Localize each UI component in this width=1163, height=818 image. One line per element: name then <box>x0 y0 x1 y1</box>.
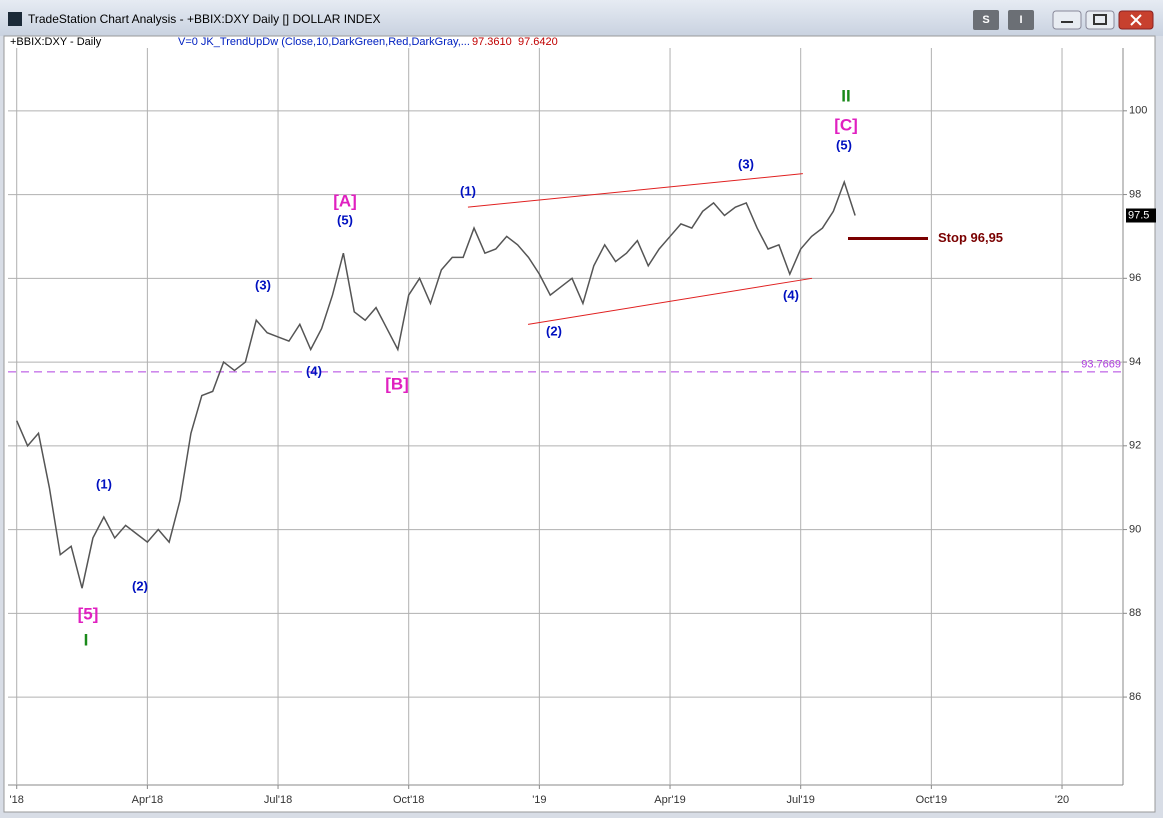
close-icon <box>1130 14 1142 26</box>
level-label: 93.7669 <box>1081 359 1121 371</box>
s-button-label[interactable]: S <box>982 14 989 26</box>
stop-label: Stop 96,95 <box>938 230 1003 245</box>
wave-label: (3) <box>738 156 754 171</box>
wave-label: (5) <box>836 137 852 152</box>
wave-label: I <box>84 630 89 649</box>
wave-label: (4) <box>783 287 799 302</box>
symbol-label: +BBIX:DXY - Daily <box>10 36 102 48</box>
wave-label: II <box>841 86 850 105</box>
last-price-box <box>1126 208 1156 223</box>
indicator-value: 97.6420 <box>518 36 558 48</box>
channel-line <box>467 173 803 208</box>
y-tick-label: 90 <box>1129 523 1141 535</box>
x-tick-label: Apr'19 <box>654 794 685 806</box>
wave-label: (2) <box>132 578 148 593</box>
wave-label: [B] <box>385 374 409 393</box>
x-tick-label: '20 <box>1055 794 1069 806</box>
wave-label: (1) <box>96 476 112 491</box>
wave-label: (1) <box>460 183 476 198</box>
x-tick-label: Jul'18 <box>264 794 292 806</box>
y-tick-label: 100 <box>1129 105 1147 117</box>
channel-line <box>527 277 813 325</box>
x-tick-label: Apr'18 <box>132 794 163 806</box>
wave-label: (5) <box>337 212 353 227</box>
wave-label: (2) <box>546 323 562 338</box>
y-tick-label: 96 <box>1129 272 1141 284</box>
maximize-button[interactable] <box>1085 10 1115 30</box>
minimize-button[interactable] <box>1052 10 1082 30</box>
x-tick-label: '19 <box>532 794 546 806</box>
x-tick-label: Jul'19 <box>786 794 814 806</box>
i-button[interactable] <box>1008 10 1034 30</box>
chart-pane <box>3 35 1156 813</box>
title-bar <box>0 0 1163 36</box>
price-line <box>16 179 856 589</box>
wave-label: [A] <box>333 191 357 210</box>
s-button[interactable] <box>973 10 999 30</box>
x-tick-label: Oct'18 <box>393 794 424 806</box>
wave-label: (3) <box>255 277 271 292</box>
wave-label: [5] <box>78 604 99 623</box>
app-icon <box>8 12 22 26</box>
indicator-label: V=0 JK_TrendUpDw (Close,10,DarkGreen,Red… <box>178 36 470 48</box>
x-tick-label: '18 <box>10 794 24 806</box>
last-price-label: 97.5 <box>1128 209 1149 221</box>
y-tick-label: 86 <box>1129 691 1141 703</box>
indicator-value: 97.3610 <box>472 36 512 48</box>
wave-label: [C] <box>834 115 858 134</box>
y-tick-label: 94 <box>1129 356 1141 368</box>
y-tick-label: 92 <box>1129 440 1141 452</box>
window-title: TradeStation Chart Analysis - +BBIX:DXY … <box>28 12 380 26</box>
y-tick-label: 98 <box>1129 188 1141 200</box>
wave-label: (4) <box>306 363 322 378</box>
y-tick-label: 88 <box>1129 607 1141 619</box>
maximize-icon <box>1093 14 1107 25</box>
x-tick-label: Oct'19 <box>916 794 947 806</box>
i-button-label[interactable]: I <box>1019 14 1022 26</box>
